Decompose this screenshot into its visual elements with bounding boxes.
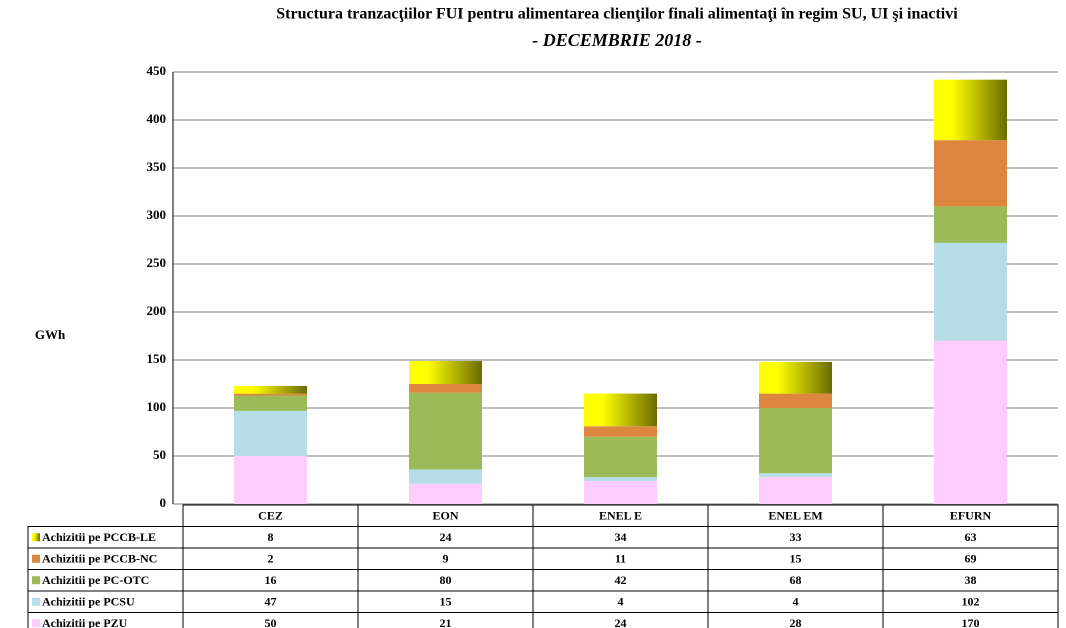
- bar-segment: [409, 469, 482, 484]
- x-tick-label: ENEL E: [599, 509, 642, 523]
- bar-segment: [759, 361, 832, 394]
- legend-swatch: [32, 576, 40, 585]
- table-value: 15: [440, 595, 452, 609]
- table-value: 80: [440, 573, 452, 587]
- legend-swatch: [32, 533, 40, 542]
- table-row: [27, 612, 1059, 628]
- table-value: 68: [790, 573, 802, 587]
- bar-segment: [934, 140, 1007, 207]
- table-value: 8: [268, 530, 274, 544]
- table-value: 38: [965, 573, 977, 587]
- bar-segment: [934, 340, 1007, 504]
- x-tick-label: EON: [432, 509, 458, 523]
- table-value: 15: [790, 552, 802, 566]
- bar-segment: [234, 395, 307, 411]
- bar-segment: [234, 410, 307, 456]
- table-value: 2: [268, 552, 274, 566]
- table-value: 102: [962, 595, 980, 609]
- y-tick-label: 150: [147, 351, 167, 366]
- table-value: 28: [790, 616, 802, 628]
- table-value: 50: [265, 616, 277, 628]
- bar-segment: [934, 242, 1007, 341]
- legend-swatch: [32, 554, 40, 563]
- y-tick-label: 200: [147, 303, 167, 318]
- legend-swatch: [32, 597, 40, 606]
- y-tick-label: 450: [147, 63, 167, 78]
- table-value: 11: [615, 552, 626, 566]
- table-value: 33: [790, 530, 802, 544]
- bar-segment: [584, 477, 657, 481]
- y-tick-label: 0: [160, 495, 167, 510]
- bar-segment: [234, 393, 307, 396]
- bar-segment: [409, 483, 482, 504]
- bar-segment: [234, 385, 307, 394]
- y-axis-label: GWh: [35, 327, 66, 342]
- bar-segment: [759, 473, 832, 478]
- bar-segment: [759, 477, 832, 504]
- y-tick-label: 100: [147, 399, 167, 414]
- bar-segment: [584, 426, 657, 437]
- legend-swatch: [32, 619, 40, 628]
- x-tick-label: CEZ: [258, 509, 283, 523]
- bar-segment: [934, 79, 1007, 141]
- y-tick-label: 250: [147, 255, 167, 270]
- table-value: 16: [265, 573, 277, 587]
- x-tick-label: ENEL EM: [768, 509, 822, 523]
- x-tick-label: EFURN: [950, 509, 992, 523]
- bar-segment: [584, 480, 657, 504]
- table-value: 170: [962, 616, 980, 628]
- legend-label: Achizitii pe PC-OTC: [42, 573, 149, 587]
- legend-label: Achizitii pe PCCB-NC: [42, 552, 157, 566]
- bar-segment: [234, 456, 307, 504]
- legend-label: Achizitii pe PCSU: [42, 595, 135, 609]
- table-value: 63: [965, 530, 977, 544]
- bar-segment: [409, 392, 482, 470]
- y-tick-label: 400: [147, 111, 167, 126]
- legend-label: Achizitii pe PZU: [42, 616, 128, 628]
- table-value: 21: [440, 616, 452, 628]
- bar-segment: [759, 408, 832, 474]
- bar-segment: [759, 393, 832, 408]
- legend-label: Achizitii pe PCCB-LE: [42, 530, 156, 544]
- table-value: 69: [965, 552, 977, 566]
- y-tick-label: 300: [147, 207, 167, 222]
- bar-segment: [409, 360, 482, 384]
- chart-subtitle: - DECEMBRIE 2018 -: [532, 30, 702, 50]
- bar-segment: [409, 384, 482, 393]
- table-value: 24: [615, 616, 627, 628]
- y-tick-label: 350: [147, 159, 167, 174]
- table-value: 24: [440, 530, 452, 544]
- table-value: 4: [618, 595, 624, 609]
- bar-segment: [934, 206, 1007, 243]
- bar-segment: [584, 436, 657, 478]
- table-value: 47: [265, 595, 277, 609]
- table-value: 4: [793, 595, 799, 609]
- y-tick-label: 50: [153, 447, 166, 462]
- table-value: 34: [615, 530, 627, 544]
- table-value: 9: [443, 552, 449, 566]
- table-value: 42: [615, 573, 627, 587]
- chart-title: Structura tranzacţiilor FUI pentru alime…: [276, 6, 958, 23]
- bar-segment: [584, 393, 657, 427]
